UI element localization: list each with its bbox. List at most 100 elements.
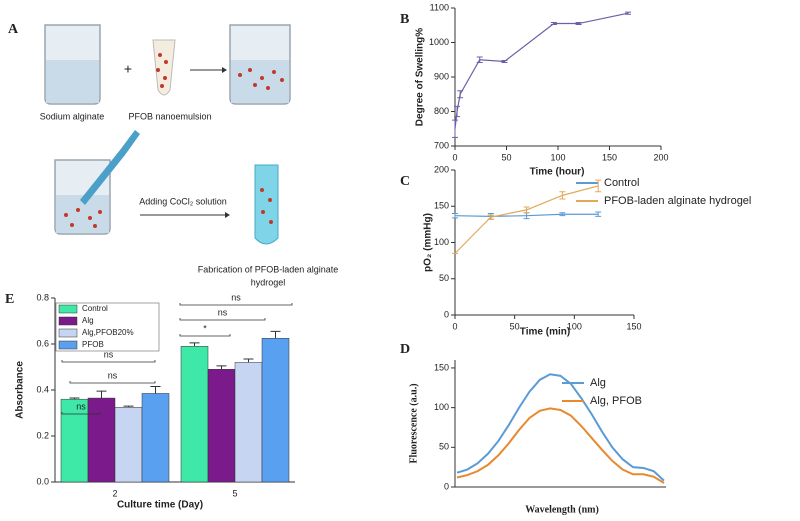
arrow-head bbox=[225, 212, 230, 218]
error-bar bbox=[452, 119, 458, 138]
panel-a: A + Sodium alginate PFOB nanoemulsion Ad… bbox=[8, 22, 338, 287]
error-bar bbox=[559, 191, 566, 200]
error-bar bbox=[501, 59, 508, 64]
pipette-icon bbox=[80, 130, 140, 205]
y-tick-label: 1000 bbox=[429, 37, 449, 47]
y-tick-label: 800 bbox=[434, 106, 449, 116]
legend-swatch bbox=[58, 304, 78, 314]
caption: Fabrication of PFOB-laden alginate bbox=[198, 264, 339, 274]
error-bar bbox=[454, 105, 461, 118]
significance-bracket bbox=[61, 412, 101, 415]
legend-label: Alg, PFOB bbox=[590, 395, 642, 407]
y-axis-label: Fluorescence (a.u.) bbox=[408, 383, 419, 463]
significance-bracket bbox=[179, 303, 293, 306]
panel-letter: E bbox=[5, 292, 14, 307]
legend-swatch bbox=[58, 328, 78, 338]
x-tick-label: 50 bbox=[510, 321, 520, 331]
y-tick-label: 0.2 bbox=[36, 430, 49, 440]
bar bbox=[261, 338, 290, 483]
tube-icon bbox=[152, 39, 176, 96]
legend-label: Control bbox=[604, 177, 639, 189]
error-bar bbox=[550, 21, 557, 26]
panel-letter: C bbox=[400, 174, 410, 189]
y-tick-label: 0 bbox=[444, 481, 449, 491]
bar bbox=[141, 393, 170, 483]
x-tick-label: 100 bbox=[567, 321, 582, 331]
error-bar bbox=[150, 386, 161, 394]
x-tick-label: 200 bbox=[653, 152, 668, 162]
x-tick-label: 5 bbox=[232, 488, 237, 498]
y-tick-label: 0.0 bbox=[36, 476, 49, 486]
error-bar bbox=[595, 211, 602, 217]
bar bbox=[180, 346, 209, 483]
significance-bracket bbox=[179, 334, 231, 337]
y-tick-label: 900 bbox=[434, 71, 449, 81]
line bbox=[454, 12, 629, 129]
y-tick-label: 0.6 bbox=[36, 338, 49, 348]
arrow-head bbox=[222, 67, 227, 73]
error-bar bbox=[559, 212, 566, 217]
legend-label: Control bbox=[82, 304, 108, 313]
y-tick-label: 0 bbox=[444, 309, 449, 319]
x-tick-label: 0 bbox=[452, 152, 457, 162]
liquid bbox=[231, 60, 289, 103]
significance-bracket bbox=[61, 360, 156, 363]
y-tick-label: 100 bbox=[434, 237, 449, 247]
error-bar bbox=[595, 179, 602, 193]
legend-label: Alg,PFOB20% bbox=[82, 328, 134, 337]
y-tick-label: 1100 bbox=[430, 2, 449, 12]
y-tick-label: 50 bbox=[439, 273, 449, 283]
error-bar bbox=[123, 405, 134, 408]
bar bbox=[60, 398, 89, 483]
significance-label: ns bbox=[76, 401, 86, 411]
error-bar bbox=[270, 330, 281, 339]
error-bar bbox=[69, 397, 80, 400]
y-axis-label: pO₂ (mmHg) bbox=[423, 213, 434, 272]
error-bar bbox=[625, 11, 632, 15]
legend-swatch bbox=[58, 340, 78, 350]
y-tick-label: 0.4 bbox=[36, 384, 49, 394]
error-bar bbox=[523, 206, 530, 214]
y-tick-label: 50 bbox=[439, 442, 449, 452]
error-bar bbox=[243, 358, 254, 363]
significance-label: ns bbox=[218, 307, 228, 317]
significance-label: ns bbox=[108, 370, 118, 380]
x-tick-label: 2 bbox=[112, 488, 117, 498]
significance-bracket bbox=[69, 381, 156, 384]
error-bar bbox=[452, 213, 458, 219]
y-tick-label: 100 bbox=[434, 402, 449, 412]
panel-letter: B bbox=[400, 12, 409, 27]
line bbox=[456, 407, 665, 484]
x-axis-label: Culture time (Day) bbox=[117, 500, 203, 511]
x-tick-label: 50 bbox=[501, 152, 511, 162]
y-tick-label: 150 bbox=[434, 201, 449, 211]
error-bar bbox=[216, 365, 227, 370]
y-axis-label: Absorbance bbox=[15, 361, 26, 419]
caption: hydrogel bbox=[251, 277, 286, 287]
significance-label: * bbox=[203, 323, 207, 333]
y-tick-label: 0.8 bbox=[36, 292, 49, 302]
error-bar bbox=[476, 56, 483, 64]
x-tick-label: 150 bbox=[602, 152, 617, 162]
significance-label: ns bbox=[104, 349, 114, 359]
liquid bbox=[46, 60, 99, 103]
legend-label: Alg bbox=[82, 316, 94, 325]
particles bbox=[64, 53, 284, 228]
error-bar bbox=[457, 90, 464, 99]
significance-label: ns bbox=[231, 292, 241, 302]
line bbox=[454, 185, 599, 254]
x-axis-label: Time (min) bbox=[520, 327, 570, 338]
tube-icon bbox=[254, 164, 279, 245]
caption: PFOB nanoemulsion bbox=[128, 111, 211, 121]
error-bar bbox=[575, 21, 582, 26]
caption: Sodium alginate bbox=[40, 111, 105, 121]
x-tick-label: 0 bbox=[452, 321, 457, 331]
y-axis-label: Degree of Swelling% bbox=[415, 28, 426, 126]
y-tick-label: 700 bbox=[434, 140, 449, 150]
significance-bracket bbox=[179, 318, 266, 321]
caption: Adding CoCl₂ solution bbox=[139, 196, 227, 206]
panel-letter: D bbox=[400, 342, 410, 357]
error-bar bbox=[487, 214, 494, 220]
line bbox=[456, 373, 665, 482]
